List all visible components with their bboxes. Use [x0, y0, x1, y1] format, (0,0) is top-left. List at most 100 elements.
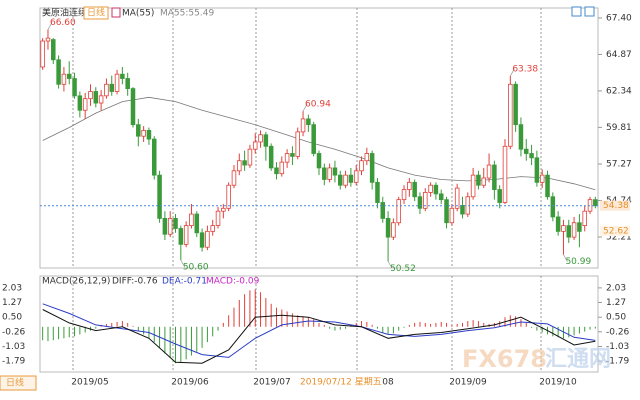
annotation-label: 63.38 [512, 64, 538, 74]
period[interactable]: 日线 [87, 7, 105, 19]
candle-body [141, 130, 146, 137]
candle-body [385, 217, 391, 238]
candle-body [476, 174, 481, 186]
macd-y-tick-label: -1.79 [606, 357, 630, 367]
x-tick-label: 2019/06 [171, 378, 209, 388]
candle-body [380, 202, 386, 219]
crosshair-date: 2019/07/12 星期五 [300, 377, 382, 388]
candle-body [215, 210, 221, 227]
macd-y-tick-label: -0.26 [606, 327, 630, 337]
settings-button[interactable] [584, 6, 595, 17]
candle-body [72, 78, 77, 97]
annotation-leader [47, 22, 53, 30]
candle-body [263, 134, 269, 147]
candle-body [189, 213, 194, 227]
candle-body [311, 124, 316, 154]
candle-body [433, 184, 439, 195]
candle-body [364, 153, 370, 162]
candle-body [109, 83, 115, 92]
macd-y-tick-label: 2.03 [2, 283, 22, 293]
candle-body [555, 216, 561, 232]
candle-body [258, 134, 263, 143]
annotation-label: 50.60 [183, 263, 209, 273]
candle-body [353, 170, 359, 183]
candle-body [226, 184, 231, 209]
annotation-label: 66.60 [50, 18, 76, 28]
candle-body [242, 160, 247, 166]
candle-body [550, 196, 556, 218]
candle-body [274, 167, 279, 175]
y-tick-label: 57.27 [606, 160, 632, 170]
ma-legend: MA55:55.49 [160, 9, 214, 19]
candle-body [322, 167, 327, 180]
candle-body [401, 189, 407, 201]
annotation-label: 50.99 [565, 257, 591, 267]
candle-body [566, 225, 572, 238]
candle-body [513, 83, 518, 126]
candle-body [183, 225, 189, 245]
candle-body [167, 217, 173, 235]
candle-body [502, 145, 508, 203]
annotation-leader [563, 254, 568, 262]
macd-panel [39, 275, 599, 373]
candle-body [508, 83, 513, 147]
candle-body [40, 40, 45, 68]
annotation-label: 60.94 [305, 100, 331, 110]
candle-body [125, 78, 130, 90]
watermark: FX678 [462, 345, 547, 373]
candle-body [481, 177, 487, 186]
candle-body [486, 164, 492, 179]
macd-legend: MACD:-0.09 [206, 277, 260, 287]
candle-body [375, 181, 380, 203]
candle-body [66, 73, 72, 79]
period-tab[interactable] [0, 375, 37, 391]
period-box[interactable] [83, 6, 109, 20]
candle-body [221, 207, 226, 212]
candle-body [407, 181, 412, 190]
y-tick-label: 62.34 [606, 86, 632, 96]
candle-body [391, 222, 396, 238]
candle-body [332, 167, 338, 176]
candle-body [396, 199, 401, 224]
zoom-button[interactable] [571, 6, 582, 17]
x-tick-label: 2019/07 [253, 378, 290, 388]
candle-body [290, 153, 295, 157]
candle-body [237, 160, 242, 172]
candle-body [449, 207, 455, 224]
ma-line [42, 96, 596, 191]
candle-body [316, 153, 322, 169]
candle-body [348, 174, 354, 183]
indicator-icon[interactable] [111, 7, 121, 18]
candle-body [369, 153, 375, 183]
annotation-label: 50.52 [390, 264, 416, 274]
macd-title: MACD(26,12,9) [42, 277, 110, 287]
candle-body [114, 73, 120, 92]
candle-body [539, 174, 545, 183]
annotation-leader [180, 260, 186, 268]
macd-y-tick-label: -1.79 [2, 357, 26, 367]
price-marker-label: 54.38 [603, 201, 629, 211]
candle-body [571, 222, 577, 238]
candle-body [210, 225, 215, 232]
macd-y-tick-label: 0.50 [606, 313, 626, 323]
y-tick-label: 59.81 [606, 123, 632, 133]
macd-y-tick-label: 0.50 [2, 313, 22, 323]
candle-body [151, 138, 157, 176]
candle-body [56, 59, 61, 85]
candle-body [423, 192, 428, 209]
candle-body [523, 148, 529, 154]
crosshair-date-box [296, 375, 382, 388]
candle-body [45, 37, 51, 42]
candle-body [88, 91, 93, 100]
candle-body [252, 141, 258, 150]
candle-body [492, 164, 497, 190]
macd-y-tick-label: -1.03 [606, 342, 629, 352]
candle-body [268, 145, 274, 169]
candle-body [343, 174, 348, 186]
macd-y-tick-label: 2.03 [606, 283, 626, 293]
period-tab-label[interactable]: 日线 [6, 377, 24, 389]
annotation-leader [387, 261, 393, 269]
indicator[interactable]: MA(55) [122, 9, 154, 19]
candle-body [518, 124, 524, 150]
